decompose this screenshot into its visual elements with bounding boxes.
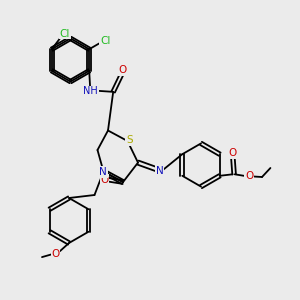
Text: O: O — [100, 175, 109, 185]
Text: N: N — [156, 166, 164, 176]
Text: Cl: Cl — [59, 28, 70, 39]
Text: O: O — [118, 65, 127, 75]
Text: N: N — [99, 167, 107, 177]
Text: O: O — [51, 249, 60, 259]
Text: NH: NH — [83, 86, 98, 96]
Text: O: O — [229, 148, 237, 158]
Text: Cl: Cl — [100, 36, 110, 46]
Text: S: S — [126, 135, 133, 146]
Text: O: O — [245, 171, 253, 182]
